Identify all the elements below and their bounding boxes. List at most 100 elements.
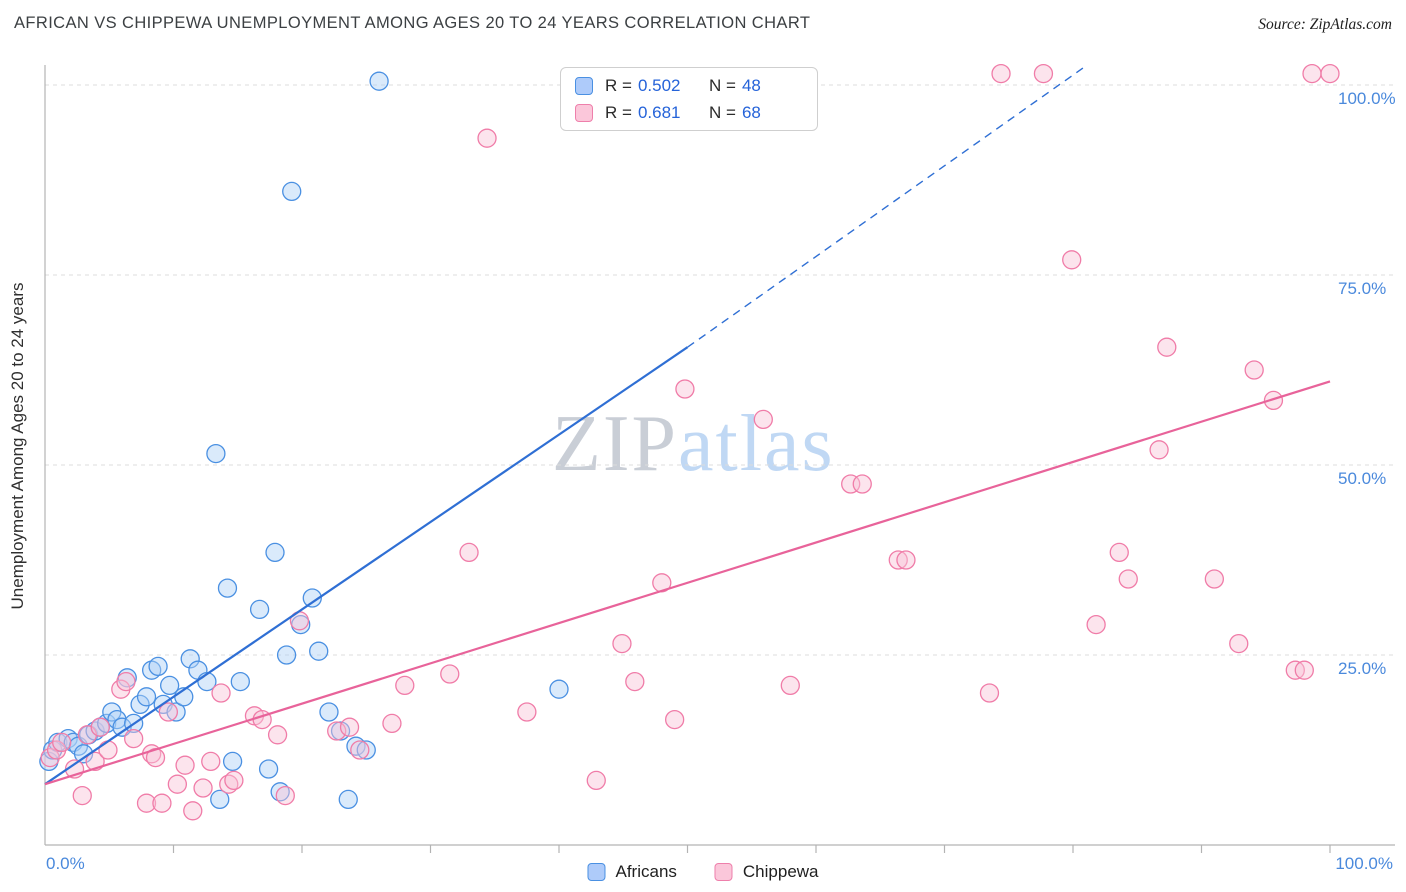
x-tick-label: 0.0% (46, 854, 85, 873)
scatter-point-chippewa (201, 751, 221, 772)
trend-line-africans (44, 346, 689, 786)
r-label: R = (605, 102, 632, 122)
scatter-point-chippewa (1204, 569, 1224, 589)
scatter-point-chippewa (158, 702, 179, 722)
y-tick-label: 50.0% (1338, 469, 1386, 488)
scatter-point-africans (136, 687, 157, 707)
scatter-point-chippewa (1033, 63, 1054, 84)
scatter-point-africans (180, 649, 200, 669)
y-tick-label: 100.0% (1338, 89, 1396, 108)
scatter-point-africans (222, 751, 243, 772)
scatter-point-chippewa (1263, 390, 1284, 411)
scatter-point-africans (309, 641, 329, 661)
scatter-point-chippewa (625, 671, 645, 692)
scatter-point-africans (166, 702, 186, 722)
source-attribution: Source: ZipAtlas.com (1258, 16, 1392, 33)
scatter-point-chippewa (275, 785, 295, 806)
chippewa-legend-swatch (575, 103, 593, 122)
scatter-point-chippewa (753, 409, 773, 430)
africans-label: Africans (615, 862, 677, 881)
scatter-point-africans (270, 782, 290, 802)
scatter-point-chippewa (1294, 660, 1314, 680)
scatter-point-africans (265, 542, 285, 563)
scatter-point-africans (159, 675, 180, 696)
r-value-chippewa: 0.681 (637, 102, 681, 122)
watermark-atlas: atlas (678, 400, 835, 488)
scatter-point-chippewa (193, 778, 213, 798)
correlation-legend: R = 0.502 N = 48 R = 0.681 N = 68 (560, 67, 818, 131)
scatter-point-chippewa (395, 675, 415, 696)
scatter-point-chippewa (382, 713, 402, 734)
y-tick-label: 25.0% (1338, 659, 1386, 678)
scatter-point-africans (276, 645, 297, 665)
watermark: ZIPatlas (552, 404, 835, 484)
scatter-point-chippewa (1149, 440, 1169, 460)
scatter-point-chippewa (459, 542, 479, 563)
scatter-point-africans (338, 789, 358, 810)
scatter-point-africans (319, 702, 339, 722)
scatter-point-chippewa (124, 728, 144, 749)
scatter-point-chippewa (517, 702, 537, 722)
scatter-point-chippewa (219, 774, 239, 794)
scatter-point-chippewa (52, 732, 72, 753)
scatter-point-chippewa (477, 128, 497, 148)
scatter-point-chippewa (211, 683, 231, 703)
scatter-point-africans (249, 599, 270, 620)
scatter-point-chippewa (991, 63, 1011, 84)
scatter-point-chippewa (852, 474, 872, 494)
legend-row-africans: R = 0.502 N = 48 (575, 76, 803, 96)
y-tick-label: 75.0% (1338, 279, 1386, 298)
scatter-point-chippewa (665, 709, 685, 730)
scatter-point-africans (130, 694, 150, 715)
scatter-point-chippewa (1086, 614, 1106, 635)
scatter-point-chippewa (85, 751, 105, 772)
scatter-point-africans (282, 181, 302, 202)
legend-item-chippewa: Chippewa (714, 862, 819, 882)
x-tick-label: 100.0% (1335, 854, 1393, 873)
scatter-point-chippewa (586, 770, 606, 791)
n-value-africans: 48 (741, 75, 761, 95)
africans-swatch (587, 863, 606, 881)
scatter-point-africans (549, 679, 569, 699)
r-value-africans: 0.502 (637, 75, 681, 95)
legend-row-chippewa: R = 0.681 N = 68 (575, 103, 803, 123)
scatter-point-chippewa (1229, 633, 1249, 654)
chippewa-label: Chippewa (742, 862, 819, 881)
scatter-point-chippewa (1118, 569, 1138, 589)
scatter-point-africans (302, 588, 322, 608)
scatter-point-chippewa (175, 755, 195, 775)
africans-legend-swatch (575, 76, 593, 95)
page-title: AFRICAN VS CHIPPEWA UNEMPLOYMENT AMONG A… (14, 14, 811, 32)
scatter-point-chippewa (1157, 337, 1177, 357)
trend-line-extension-africans (687, 65, 1087, 348)
scatter-point-africans (356, 740, 376, 760)
scatter-point-africans (369, 71, 389, 91)
scatter-point-africans (210, 789, 230, 810)
chippewa-swatch (714, 863, 733, 881)
scatter-point-africans (148, 656, 168, 677)
scatter-point-chippewa (116, 671, 136, 692)
scatter-point-chippewa (1320, 63, 1340, 84)
scatter-point-chippewa (675, 379, 695, 399)
scatter-point-chippewa (1244, 360, 1264, 380)
scatter-point-africans (73, 744, 94, 764)
n-value-chippewa: 68 (741, 102, 761, 122)
scatter-point-chippewa (780, 675, 800, 696)
scatter-point-chippewa (1062, 250, 1082, 270)
r-label: R = (605, 75, 632, 95)
scatter-point-chippewa (350, 740, 370, 760)
n-label: N = (709, 102, 736, 122)
scatter-point-chippewa (1302, 63, 1322, 84)
scatter-point-chippewa (979, 683, 1000, 703)
scatter-point-africans (217, 578, 238, 598)
scatter-point-africans (112, 717, 132, 737)
scatter-point-chippewa (90, 717, 110, 737)
watermark-zip: ZIP (552, 400, 678, 488)
scatter-point-chippewa (40, 747, 60, 768)
scatter-point-chippewa (1109, 542, 1129, 563)
trend-line-chippewa (44, 380, 1331, 786)
series-legend: Africans Chippewa (587, 862, 819, 882)
scatter-point-chippewa (224, 770, 244, 791)
scatter-point-chippewa (152, 793, 172, 813)
